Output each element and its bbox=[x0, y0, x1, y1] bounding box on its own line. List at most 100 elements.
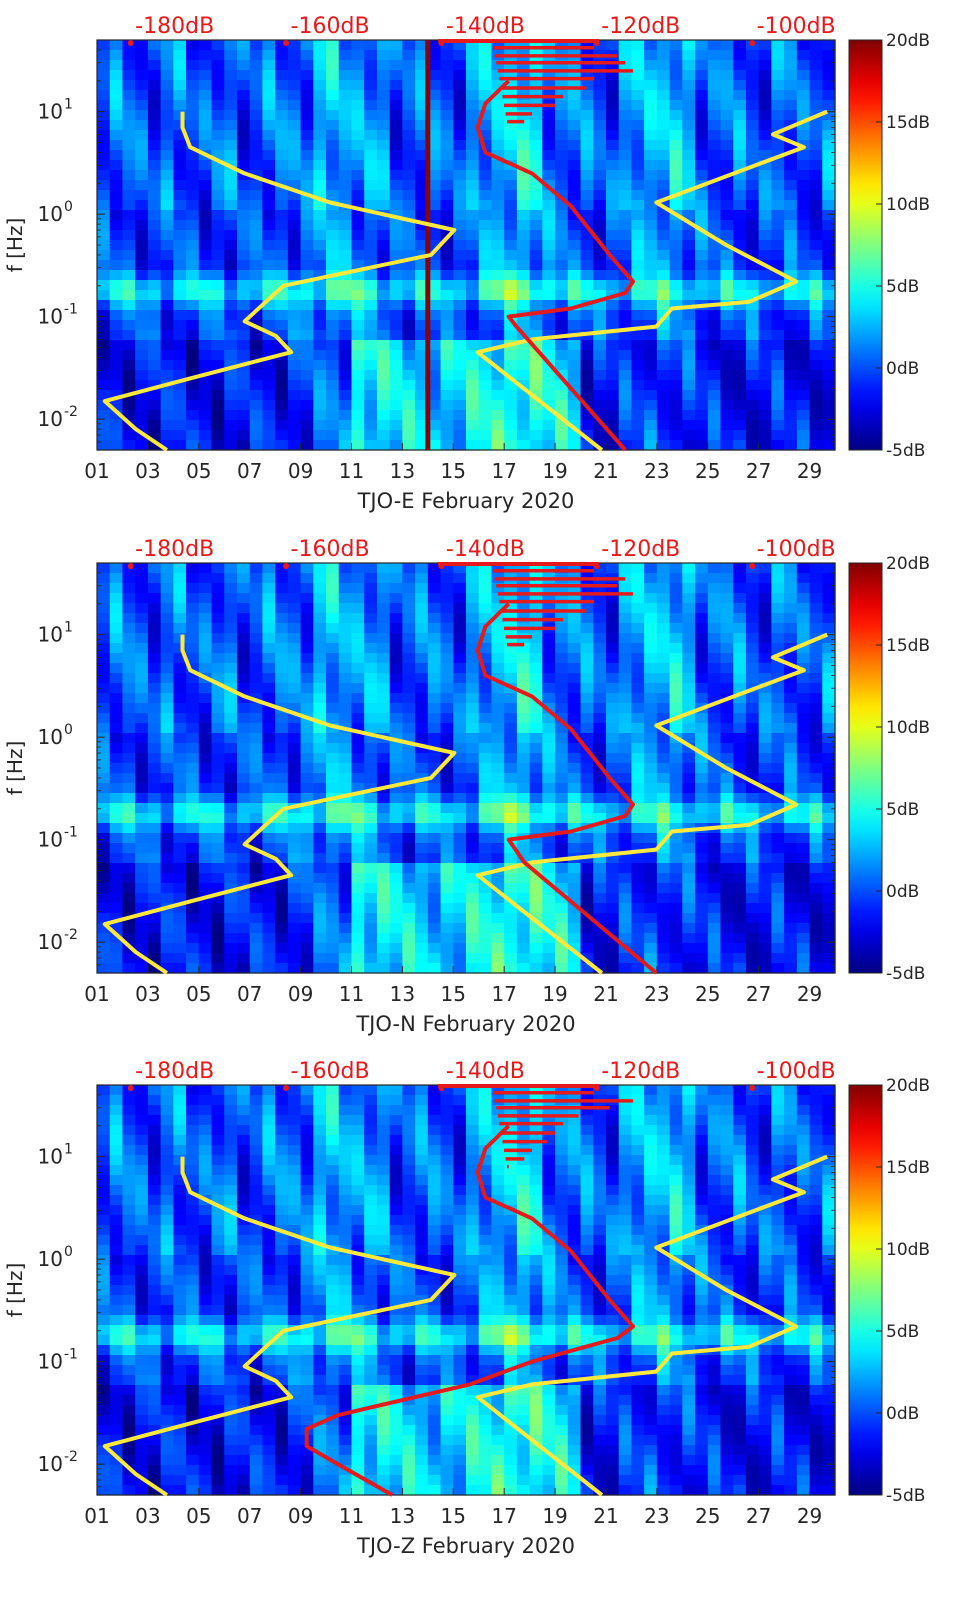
colorbar-tick-label: -5dB bbox=[886, 964, 925, 984]
top-db-tick-label: -180dB bbox=[135, 1059, 214, 1084]
y-tick-exponent: 1 bbox=[64, 97, 73, 113]
colorbar-tick-label: 5dB bbox=[886, 1322, 919, 1342]
y-tick-exponent: 1 bbox=[64, 1142, 73, 1158]
top-db-tick-label: -160dB bbox=[291, 14, 370, 39]
x-tick-label: 27 bbox=[746, 459, 771, 483]
x-tick-label: 19 bbox=[542, 1504, 567, 1528]
top-db-tick-mark bbox=[749, 563, 756, 569]
y-tick-exponent: 0 bbox=[64, 199, 73, 215]
x-tick-label: 03 bbox=[135, 1504, 160, 1528]
y-tick-label: 10 bbox=[38, 930, 63, 954]
x-tick-label: 05 bbox=[186, 982, 211, 1006]
colorbar: 20dB 15dB 10dB 5dB 0dB -5dB bbox=[848, 31, 930, 461]
colorbar-tick-label: 10dB bbox=[886, 1240, 930, 1260]
y-tick-exponent: 1 bbox=[64, 620, 73, 636]
y-tick-exponent: -1 bbox=[64, 825, 78, 841]
top-db-tick-label: -120dB bbox=[601, 14, 680, 39]
spectrogram-image bbox=[97, 563, 836, 974]
x-tick-label: 09 bbox=[288, 1504, 313, 1528]
top-db-tick-mark bbox=[127, 40, 134, 46]
x-tick-label: 05 bbox=[186, 459, 211, 483]
top-db-tick-label: -120dB bbox=[601, 1059, 680, 1084]
top-db-tick-mark bbox=[283, 563, 290, 569]
y-tick-label: 10 bbox=[38, 407, 63, 431]
top-db-tick-label: -140dB bbox=[446, 14, 525, 39]
y-axis-label: f [Hz] bbox=[3, 741, 27, 796]
x-tick-label: 17 bbox=[491, 982, 516, 1006]
colorbar-tick-label: 10dB bbox=[886, 718, 930, 738]
top-db-tick-label: -160dB bbox=[291, 537, 370, 562]
x-tick-label: 09 bbox=[288, 459, 313, 483]
y-tick-exponent: -1 bbox=[64, 1347, 78, 1363]
y-tick-exponent: -2 bbox=[64, 927, 78, 943]
colorbar: 20dB 15dB 10dB 5dB 0dB -5dB bbox=[848, 1076, 930, 1506]
y-tick-label: 10 bbox=[38, 100, 63, 124]
colorbar-tick-label: 15dB bbox=[886, 113, 930, 133]
y-tick-exponent: -2 bbox=[64, 404, 78, 420]
colorbar-tick-label: 15dB bbox=[886, 636, 930, 656]
x-tick-label: 27 bbox=[746, 1504, 771, 1528]
colorbar-tick-label: 20dB bbox=[886, 1076, 930, 1096]
top-db-tick-label: -100dB bbox=[757, 14, 836, 39]
top-db-tick-mark bbox=[749, 40, 756, 46]
spectrogram-image bbox=[97, 40, 836, 451]
top-db-tick-label: -100dB bbox=[757, 537, 836, 562]
y-axis-label: f [Hz] bbox=[3, 1263, 27, 1318]
x-tick-label: 23 bbox=[644, 1504, 669, 1528]
top-db-tick-label: -140dB bbox=[446, 537, 525, 562]
x-tick-label: 29 bbox=[797, 459, 822, 483]
x-tick-label: 15 bbox=[441, 459, 466, 483]
x-tick-label: 27 bbox=[746, 982, 771, 1006]
y-tick-label: 10 bbox=[38, 828, 63, 852]
y-tick-label: 10 bbox=[38, 725, 63, 749]
x-tick-label: 03 bbox=[135, 459, 160, 483]
x-tick-label: 23 bbox=[644, 459, 669, 483]
x-axis-label: TJO-N February 2020 bbox=[355, 1012, 575, 1036]
top-db-tick-mark bbox=[127, 1085, 134, 1091]
top-db-tick-mark bbox=[283, 1085, 290, 1091]
y-axis-label: f [Hz] bbox=[3, 218, 27, 273]
top-db-tick-label: -180dB bbox=[135, 537, 214, 562]
top-db-tick-label: -100dB bbox=[757, 1059, 836, 1084]
x-tick-label: 07 bbox=[237, 1504, 262, 1528]
y-tick-exponent: -1 bbox=[64, 302, 78, 318]
x-tick-label: 11 bbox=[339, 982, 364, 1006]
x-tick-label: 19 bbox=[542, 982, 567, 1006]
x-tick-label: 29 bbox=[797, 982, 822, 1006]
x-tick-label: 05 bbox=[186, 1504, 211, 1528]
x-tick-label: 25 bbox=[695, 459, 720, 483]
red-noise-spikes bbox=[438, 39, 634, 124]
x-tick-label: 23 bbox=[644, 982, 669, 1006]
colorbar-tick-label: 0dB bbox=[886, 882, 919, 902]
yellow-noise-model-curve-2 bbox=[475, 1154, 828, 1497]
colorbar-tick-label: 0dB bbox=[886, 359, 919, 379]
top-db-tick-mark bbox=[127, 563, 134, 569]
y-tick-exponent: 0 bbox=[64, 722, 73, 738]
top-db-tick-label: -140dB bbox=[446, 1059, 525, 1084]
colorbar: 20dB 15dB 10dB 5dB 0dB -5dB bbox=[848, 554, 930, 984]
x-tick-label: 21 bbox=[593, 459, 618, 483]
top-db-tick-label: -120dB bbox=[601, 537, 680, 562]
x-tick-label: 19 bbox=[542, 459, 567, 483]
x-axis-label: TJO-Z February 2020 bbox=[356, 1534, 575, 1558]
x-axis-label: TJO-E February 2020 bbox=[357, 489, 575, 513]
x-tick-label: 17 bbox=[491, 459, 516, 483]
top-db-tick-mark bbox=[283, 40, 290, 46]
x-tick-label: 01 bbox=[84, 1504, 109, 1528]
colorbar-tick-label: 0dB bbox=[886, 1404, 919, 1424]
red-noise-curve-3 bbox=[304, 1124, 635, 1497]
x-tick-label: 11 bbox=[339, 459, 364, 483]
colorbar-gradient bbox=[848, 562, 883, 974]
yellow-noise-model-curve-2 bbox=[475, 632, 828, 975]
red-noise-curve-3 bbox=[475, 79, 635, 452]
x-tick-label: 29 bbox=[797, 1504, 822, 1528]
x-tick-label: 15 bbox=[441, 982, 466, 1006]
colorbar-tick-label: 20dB bbox=[886, 31, 930, 51]
x-tick-label: 13 bbox=[390, 982, 415, 1006]
y-tick-exponent: -2 bbox=[64, 1449, 78, 1465]
red-noise-curve-3 bbox=[475, 602, 658, 975]
yellow-noise-model-curve-1 bbox=[102, 1156, 457, 1497]
y-tick-exponent: 0 bbox=[64, 1244, 73, 1260]
